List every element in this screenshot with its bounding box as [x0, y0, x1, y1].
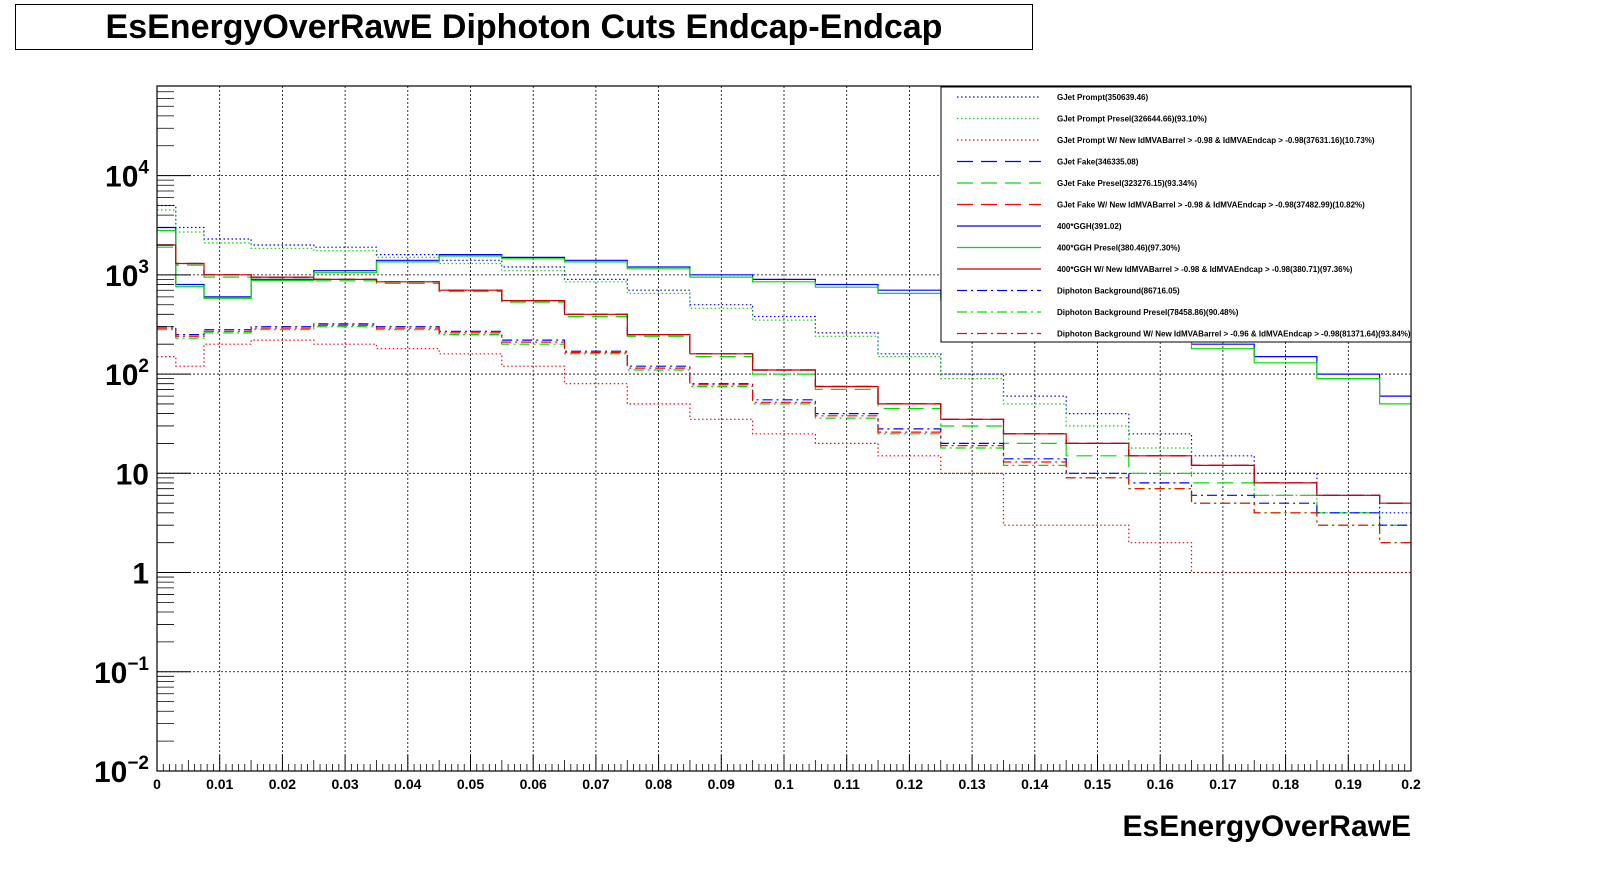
- x-tick-labels: 0 0.01 0.02 0.03 0.04 0.05 0.06 0.07 0.08 0.09 0.1…: [153, 776, 1421, 792]
- y-tick-label: 104: [105, 158, 149, 194]
- x-tick-label: 0.01: [206, 776, 233, 792]
- x-tick-label: 0.12: [896, 776, 923, 792]
- x-tick-label: 0.18: [1272, 776, 1299, 792]
- series-line: [157, 244, 1411, 504]
- y-tick-label: 10−2: [94, 753, 149, 789]
- y-tick-labels: 10−2 10−1 1 10 102 103 104: [94, 158, 149, 789]
- legend-entry: GJet Prompt Presel(326644.66)(93.10%): [1057, 115, 1207, 124]
- x-tick-label: 0.13: [958, 776, 985, 792]
- series-line: [157, 339, 1411, 574]
- x-tick-label: 0.03: [331, 776, 358, 792]
- legend-entry: GJet Prompt W/ New IdMVABarrel > -0.98 &…: [1057, 136, 1375, 145]
- x-tick-label: 0: [153, 776, 161, 792]
- x-tick-label: 0.15: [1084, 776, 1111, 792]
- x-tick-label: 0.08: [645, 776, 672, 792]
- y-tick-label: 103: [105, 257, 149, 293]
- series-line: [157, 324, 1411, 544]
- legend-entry: 400*GGH Presel(380.46)(97.30%): [1057, 244, 1181, 253]
- x-tick-label: 0.07: [582, 776, 609, 792]
- x-tick-label: 0.19: [1335, 776, 1362, 792]
- x-tick-label: 0.11: [833, 776, 860, 792]
- y-tick-label: 10−1: [94, 654, 149, 690]
- legend-box: [940, 86, 1412, 343]
- chart-title-box: EsEnergyOverRawE Diphoton Cuts Endcap-En…: [15, 4, 1033, 50]
- x-tick-label: 0.06: [520, 776, 547, 792]
- x-tick-label: 0.02: [269, 776, 296, 792]
- chart-title: EsEnergyOverRawE Diphoton Cuts Endcap-En…: [105, 7, 943, 46]
- y-tick-label: 10: [116, 458, 149, 491]
- x-tick-label: 0.04: [394, 776, 421, 792]
- legend-entry: GJet Fake Presel(323276.15)(93.34%): [1057, 179, 1197, 188]
- x-tick-label: 0.14: [1021, 776, 1048, 792]
- legend: GJet Prompt(350639.46) GJet Prompt Presel…: [940, 86, 1412, 343]
- y-tick-label: 102: [105, 356, 149, 392]
- ticks: [156, 85, 1412, 772]
- legend-entry: 400*GGH(391.02): [1057, 222, 1122, 231]
- x-tick-label: 0.2: [1401, 776, 1421, 792]
- x-tick-label: 0.09: [708, 776, 735, 792]
- legend-entry: 400*GGH W/ New IdMVABarrel > -0.98 & IdM…: [1057, 265, 1353, 274]
- x-tick-label: 0.17: [1209, 776, 1236, 792]
- x-axis-title: EsEnergyOverRawE: [1123, 810, 1411, 843]
- y-tick-label: 1: [132, 558, 149, 591]
- legend-entry: GJet Prompt(350639.46): [1057, 93, 1148, 102]
- legend-entry: Diphoton Background Presel(78458.86)(90.…: [1057, 308, 1239, 317]
- x-tick-label: 0.05: [457, 776, 484, 792]
- legend-entry: GJet Fake(346335.08): [1057, 158, 1139, 167]
- x-tick-label: 0.1: [774, 776, 794, 792]
- legend-entry: Diphoton Background W/ New IdMVABarrel >…: [1057, 330, 1411, 339]
- x-tick-label: 0.16: [1147, 776, 1174, 792]
- legend-entry: Diphoton Background(86716.05): [1057, 287, 1180, 296]
- legend-entry: GJet Fake W/ New IdMVABarrel > -0.98 & I…: [1057, 201, 1365, 210]
